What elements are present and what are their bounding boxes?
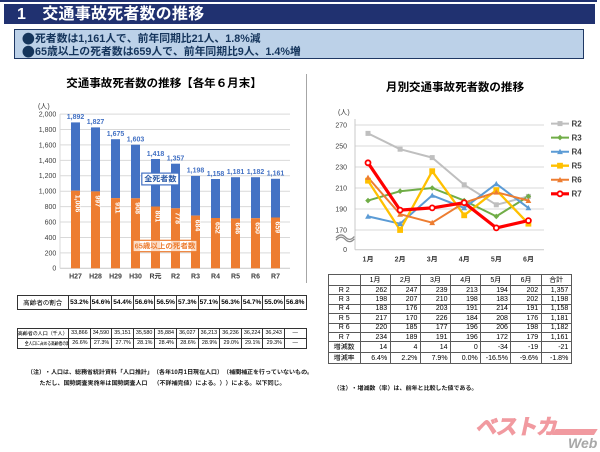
svg-text:1,892: 1,892 xyxy=(67,114,85,121)
svg-text:1,600: 1,600 xyxy=(39,142,57,149)
svg-text:R2: R2 xyxy=(572,120,583,129)
svg-text:210: 210 xyxy=(335,185,347,192)
svg-text:R2: R2 xyxy=(171,273,180,280)
svg-text:911: 911 xyxy=(114,202,121,213)
svg-text:250: 250 xyxy=(335,143,347,150)
svg-text:650: 650 xyxy=(254,222,261,234)
svg-text:R3: R3 xyxy=(572,134,583,143)
svg-text:1,161: 1,161 xyxy=(267,171,285,178)
svg-text:1,200: 1,200 xyxy=(39,173,57,180)
svg-text:H28: H28 xyxy=(89,273,102,280)
svg-text:908: 908 xyxy=(134,202,141,214)
svg-text:R7: R7 xyxy=(271,273,280,280)
svg-text:400: 400 xyxy=(45,235,57,242)
svg-text:646: 646 xyxy=(234,223,241,235)
svg-text:5月: 5月 xyxy=(491,255,502,263)
svg-text:997: 997 xyxy=(94,195,101,207)
svg-text:2,000: 2,000 xyxy=(39,112,57,119)
svg-text:6月: 6月 xyxy=(523,255,534,263)
svg-text:3月: 3月 xyxy=(427,255,438,263)
svg-text:2月: 2月 xyxy=(395,255,406,263)
svg-text:R5: R5 xyxy=(231,273,240,280)
svg-text:1,198: 1,198 xyxy=(187,168,205,175)
svg-text:0: 0 xyxy=(52,266,56,273)
svg-text:R6: R6 xyxy=(251,273,260,280)
svg-text:R元: R元 xyxy=(149,272,161,280)
svg-text:1,675: 1,675 xyxy=(107,131,125,138)
svg-text:R5: R5 xyxy=(572,162,583,171)
svg-text:65歳以上の死者数: 65歳以上の死者数 xyxy=(135,242,196,251)
svg-text:(人): (人) xyxy=(38,103,50,111)
svg-text:1,182: 1,182 xyxy=(247,169,265,176)
svg-text:801: 801 xyxy=(154,211,161,223)
svg-text:1,400: 1,400 xyxy=(39,158,57,165)
svg-text:H29: H29 xyxy=(109,273,122,280)
svg-text:R6: R6 xyxy=(572,176,583,185)
svg-text:230: 230 xyxy=(335,164,347,171)
svg-text:4月: 4月 xyxy=(459,255,470,263)
svg-text:H27: H27 xyxy=(69,273,82,280)
svg-text:R3: R3 xyxy=(191,273,200,280)
svg-text:190: 190 xyxy=(335,206,347,213)
svg-text:R4: R4 xyxy=(211,273,220,280)
svg-text:170: 170 xyxy=(335,227,347,234)
svg-text:R4: R4 xyxy=(572,148,583,157)
svg-text:1,603: 1,603 xyxy=(127,137,145,144)
svg-text:1,181: 1,181 xyxy=(227,169,245,176)
svg-text:1,827: 1,827 xyxy=(87,119,105,126)
svg-text:270: 270 xyxy=(335,122,347,129)
svg-text:1,357: 1,357 xyxy=(167,156,185,163)
svg-text:778: 778 xyxy=(174,212,181,224)
svg-text:659: 659 xyxy=(274,222,281,234)
svg-text:684: 684 xyxy=(194,220,201,232)
svg-text:R7: R7 xyxy=(572,190,583,199)
svg-text:800: 800 xyxy=(45,204,57,211)
svg-text:200: 200 xyxy=(45,250,57,257)
svg-text:1,418: 1,418 xyxy=(147,151,165,158)
svg-text:(人): (人) xyxy=(338,109,350,117)
svg-text:全死者数: 全死者数 xyxy=(143,175,176,184)
svg-text:600: 600 xyxy=(45,219,57,226)
svg-text:652: 652 xyxy=(214,222,221,234)
svg-text:1,006: 1,006 xyxy=(74,195,81,213)
svg-text:1,000: 1,000 xyxy=(39,189,57,196)
svg-text:1,800: 1,800 xyxy=(39,127,57,134)
svg-text:0: 0 xyxy=(343,247,347,254)
svg-text:1,158: 1,158 xyxy=(207,171,225,178)
svg-text:1月: 1月 xyxy=(363,255,374,263)
svg-text:H30: H30 xyxy=(129,273,142,280)
